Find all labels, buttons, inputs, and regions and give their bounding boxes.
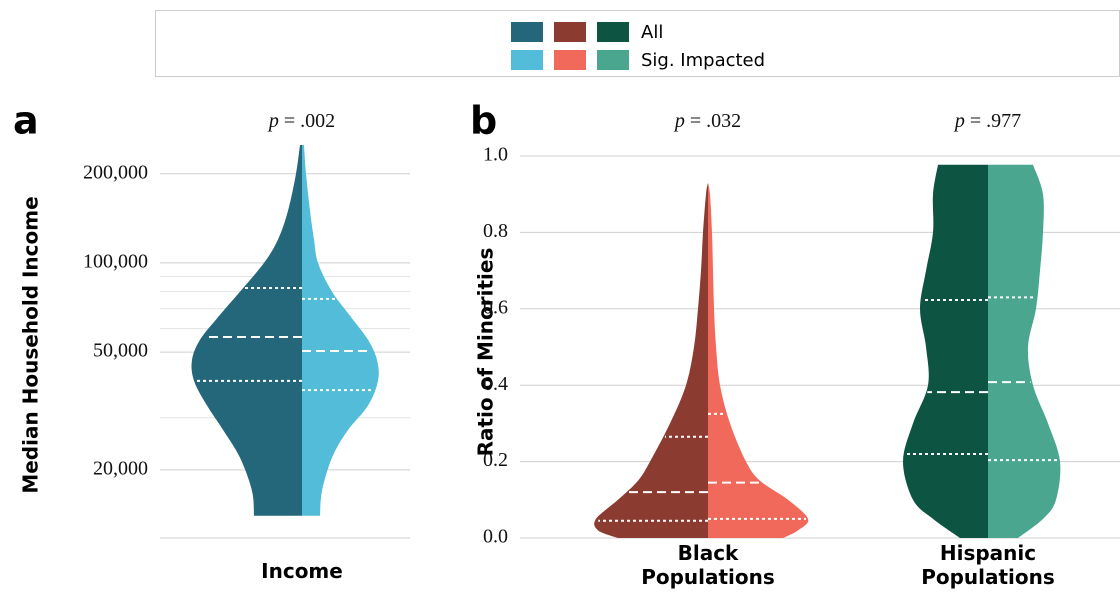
p-value: p = .977 [953,110,1021,132]
y-tick-label: 0.2 [483,449,508,471]
legend-swatch [554,22,586,42]
legend-box [155,10,1120,77]
legend-label: All [641,22,663,43]
violin-half [191,145,302,516]
y-tick-label: 0.0 [483,526,508,548]
y-tick-label: 200,000 [83,161,148,183]
y-tick-label: 1.0 [483,144,508,166]
violin-half [708,182,809,539]
violin-half [988,164,1061,538]
panel-label: b [470,99,497,143]
violin-half [903,164,988,538]
p-value: p = .002 [267,110,335,132]
x-tick-label: Black Populations [641,541,775,589]
legend-swatch [554,50,586,70]
y-axis-title: Ratio of Minorities [474,248,498,457]
legend-label: Sig. Impacted [641,50,765,71]
legend-swatch [597,50,629,70]
legend-swatch [511,22,543,42]
y-tick-label: 0.8 [483,220,508,242]
y-tick-label: 50,000 [93,340,148,362]
violin-half [302,145,379,516]
y-tick-label: 100,000 [83,251,148,273]
violin-half [594,182,708,539]
p-value: p = .032 [673,110,741,132]
y-tick-label: 20,000 [93,458,148,480]
y-axis-title: Median Household Income [19,196,43,493]
y-tick-label: 0.6 [483,296,508,318]
x-tick-label: Income [261,559,343,583]
y-tick-label: 0.4 [483,373,508,395]
panel-label: a [13,99,39,143]
legend-swatch [597,22,629,42]
x-tick-label: Hispanic Populations [921,541,1055,589]
legend-swatch [511,50,543,70]
